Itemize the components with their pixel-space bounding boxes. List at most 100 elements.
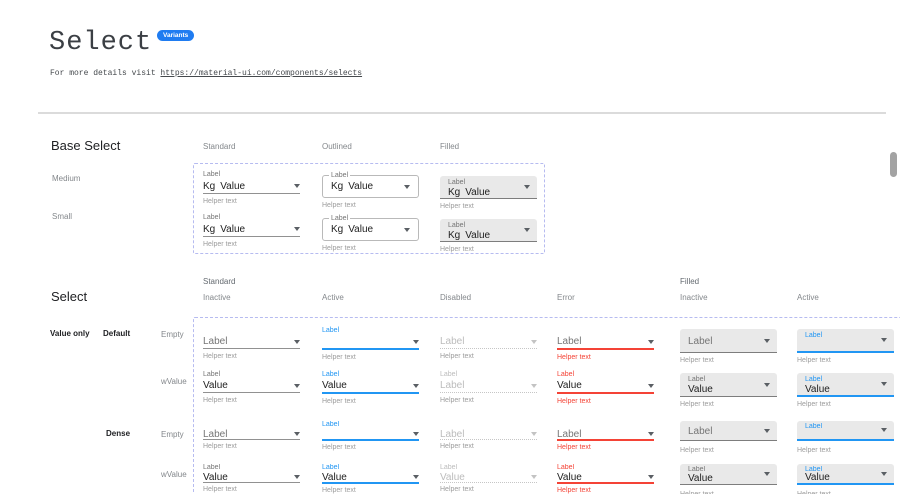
helper-text: Helper text (797, 401, 831, 408)
select-value: Value (688, 473, 713, 484)
floating-label: Label (805, 423, 823, 430)
group-header-standard: Standard (203, 277, 236, 286)
chevron-down-icon (531, 339, 537, 344)
select-control[interactable]: Label Kg Value (322, 215, 419, 241)
select-specimen-filled-inactive: Label Helper text (680, 421, 777, 455)
select-control[interactable]: Label Value (797, 373, 894, 397)
chevron-down-icon (648, 339, 654, 344)
chevron-down-icon (413, 383, 419, 388)
select-control[interactable]: Value (557, 472, 654, 484)
header-divider (38, 112, 886, 114)
floating-label: Label (322, 327, 340, 334)
helper-text: Helper text (797, 447, 831, 454)
helper-text: Helper text (440, 353, 474, 360)
select-control[interactable]: Label (797, 421, 894, 441)
select-value: Value (688, 384, 713, 395)
select-control[interactable]: Label (440, 335, 537, 349)
chevron-down-icon (881, 471, 887, 476)
base-select-outlined-medium: Label Kg Value Helper text (322, 167, 419, 210)
select-value: Value (805, 472, 830, 483)
select-control[interactable]: Label Kg Value (322, 172, 419, 198)
floating-label: Label (688, 466, 706, 473)
floating-label: Label (322, 464, 340, 471)
select-control[interactable]: Label (680, 329, 777, 353)
helper-text: Helper text (797, 357, 831, 364)
select-control[interactable]: Label Value (797, 464, 894, 485)
label-spacer (440, 326, 537, 335)
floating-label: Label (440, 464, 458, 471)
select-control[interactable] (322, 429, 419, 441)
helper-text: Helper text (440, 397, 474, 404)
select-control[interactable]: Label (557, 335, 654, 350)
select-control[interactable]: Value (322, 472, 419, 484)
helper-text: Helper text (203, 198, 237, 205)
helper-text: Helper text (440, 443, 474, 450)
select-control[interactable]: Label Kg Value (440, 219, 537, 242)
select-control[interactable]: Value (203, 472, 300, 483)
select-control[interactable]: Label (203, 335, 300, 349)
chevron-down-icon (648, 475, 654, 479)
select-control[interactable] (322, 335, 419, 350)
select-control[interactable]: Kg Value (203, 179, 300, 194)
details-link[interactable]: https://material-ui.com/components/selec… (160, 69, 363, 78)
select-control[interactable]: Kg Value (203, 222, 300, 237)
base-select-outlined-small: Label Kg Value Helper text (322, 210, 419, 253)
subtitle: For more details visit https://material-… (50, 69, 362, 78)
helper-text: Helper text (440, 203, 474, 210)
col-filled-inactive: Inactive (680, 293, 708, 302)
floating-label: Label (557, 464, 575, 471)
select-value: Value (203, 471, 228, 483)
chevron-down-icon (764, 472, 770, 476)
helper-text: Helper text (203, 486, 237, 493)
select-control[interactable]: Label (203, 429, 300, 440)
select-control[interactable]: Label (680, 421, 777, 441)
select-value: Label (440, 336, 465, 347)
chevron-down-icon (413, 339, 419, 344)
page-title: Select (49, 28, 153, 58)
select-control[interactable]: Value (557, 379, 654, 394)
select-value: Value (220, 180, 246, 192)
variants-badge: Variants (157, 30, 195, 41)
select-value: Value (465, 187, 491, 198)
helper-text: Helper text (680, 491, 777, 494)
adornment-text: Kg (203, 180, 216, 192)
col-standard-disabled: Disabled (440, 293, 472, 302)
helper-text: Helper text (680, 357, 714, 364)
adornment-text: Kg (331, 181, 344, 192)
chevron-down-icon (524, 228, 530, 232)
adornment-text: Kg (448, 230, 461, 241)
select-value: Label (203, 428, 228, 440)
floating-label: Label (688, 376, 706, 383)
select-value: Label (440, 428, 465, 440)
select-control[interactable]: Label (440, 429, 537, 440)
select-control[interactable]: Value (322, 379, 419, 394)
select-control[interactable]: Label Value (680, 464, 777, 485)
floating-label: Label (329, 215, 351, 223)
select-control[interactable]: Label Kg Value (440, 176, 537, 199)
chevron-down-icon (648, 432, 654, 436)
select-specimen-standard-active: Label Helper text (322, 421, 419, 452)
row-dense-empty: Empty (161, 430, 184, 439)
base-col-filled: Filled (440, 142, 460, 151)
row-empty: Empty (161, 330, 184, 339)
select-control[interactable]: Value (203, 379, 300, 393)
label-spacer (557, 326, 654, 335)
col-standard-active: Active (322, 293, 344, 302)
scrollbar-thumb[interactable] (890, 152, 897, 177)
select-control[interactable]: Value (440, 472, 537, 483)
select-control[interactable]: Label (557, 429, 654, 441)
select-control[interactable]: Label (797, 329, 894, 353)
chevron-down-icon (413, 475, 419, 479)
floating-label: Label (448, 222, 466, 229)
select-value: Value (557, 380, 582, 391)
helper-text: Helper text (322, 487, 356, 494)
select-control[interactable]: Label (440, 379, 537, 393)
select-specimen-standard-active: Label Value Helper text (322, 464, 419, 494)
select-control[interactable]: Label Value (680, 373, 777, 397)
row-group-value-only: Value only (50, 329, 90, 338)
select-value: Label (557, 428, 582, 440)
select-value: Value (348, 224, 374, 235)
